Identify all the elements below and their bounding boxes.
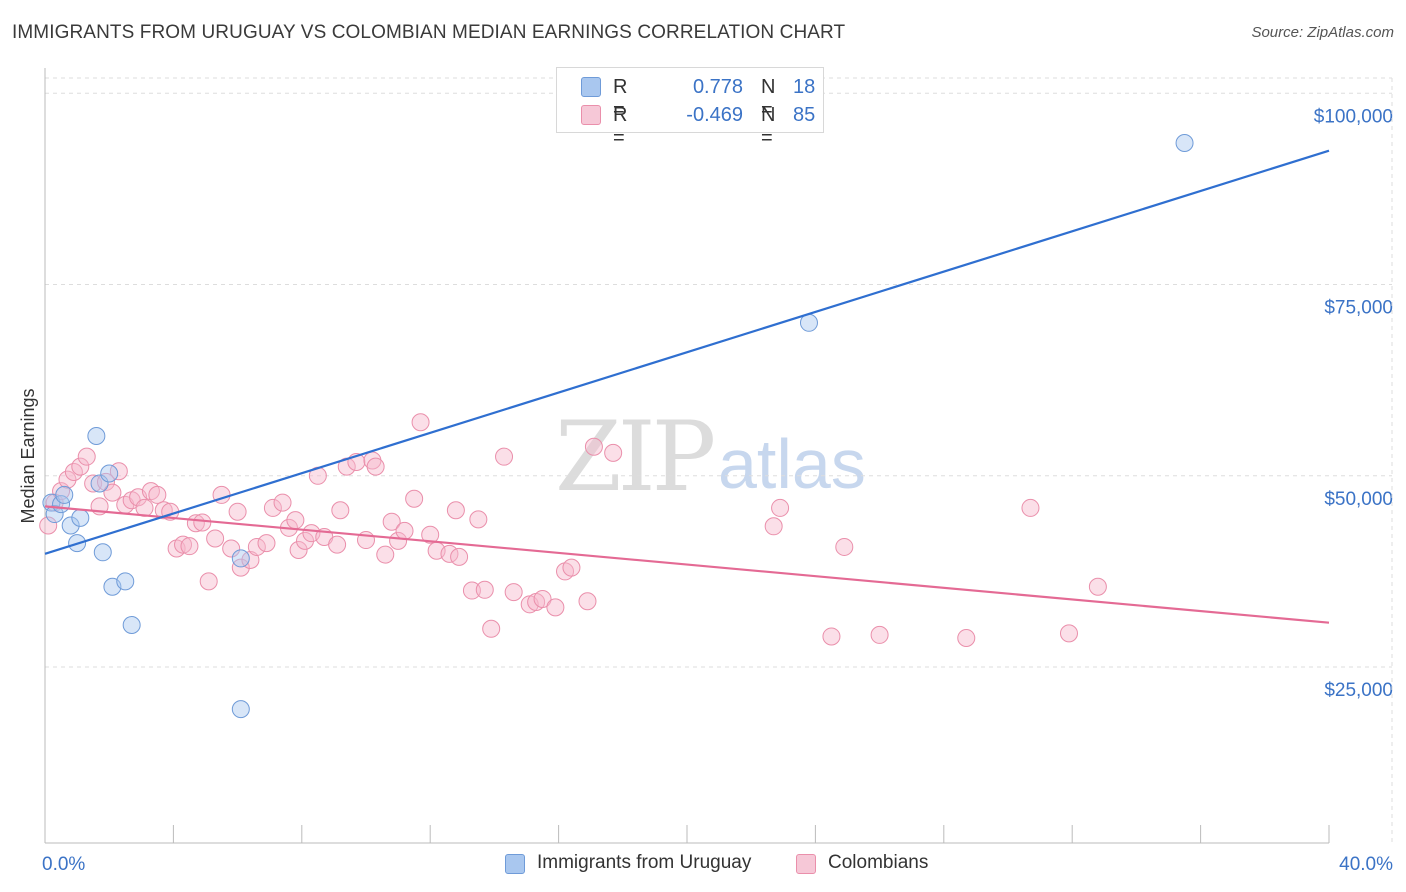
colombian-point: [180, 537, 199, 556]
colombian-point: [1088, 577, 1107, 596]
colombian-point: [469, 510, 488, 529]
r-label: R =: [613, 104, 628, 149]
colombian-point: [103, 483, 122, 502]
colombians-swatch: [581, 105, 601, 125]
chart-source: Source: ZipAtlas.com: [1251, 24, 1394, 41]
uruguay-legend-swatch: [505, 854, 525, 874]
colombian-point: [495, 447, 514, 466]
colombian-point: [764, 517, 783, 536]
colombians-legend-swatch: [796, 854, 816, 874]
colombian-point: [870, 625, 889, 644]
colombian-point: [1021, 498, 1040, 517]
y-tick-label: $50,000: [1324, 489, 1393, 510]
colombian-point: [286, 511, 305, 530]
uruguay-point: [87, 427, 106, 446]
colombian-point: [475, 580, 494, 599]
colombian-point: [533, 589, 552, 608]
colombian-point: [446, 501, 465, 520]
colombian-point: [382, 512, 401, 531]
r-value: 0.778: [692, 76, 743, 98]
colombian-point: [482, 619, 501, 638]
colombian-point: [822, 627, 841, 646]
y-tick-label: $25,000: [1324, 680, 1393, 701]
uruguay-point: [1175, 134, 1194, 153]
r-label: R =: [613, 76, 628, 121]
stats-legend: R = 0.778 N = 18 R = -0.469 N = 85: [556, 67, 824, 149]
colombian-point: [604, 443, 623, 462]
uruguay-point: [231, 700, 250, 719]
colombian-point: [273, 493, 292, 512]
uruguay-point: [100, 464, 119, 483]
colombian-point: [584, 437, 603, 456]
colombian-point: [257, 534, 276, 553]
colombian-point: [366, 457, 385, 476]
colombian-point: [421, 525, 440, 544]
colombian-trend-line: [44, 505, 1330, 624]
colombian-point: [263, 498, 282, 517]
uruguay-point: [93, 543, 112, 562]
colombian-point: [462, 581, 481, 600]
uruguay-point: [55, 485, 74, 504]
colombian-point: [199, 572, 218, 591]
colombian-point: [84, 474, 103, 493]
colombian-point: [405, 489, 424, 508]
uruguay-legend-label: Immigrants from Uruguay: [537, 852, 752, 873]
colombian-point: [289, 541, 308, 560]
watermark-atlas: atlas: [718, 425, 866, 503]
uruguay-point: [122, 615, 141, 634]
colombian-point: [174, 535, 193, 554]
colombian-point: [771, 498, 790, 517]
colombian-point: [58, 470, 77, 489]
colombian-point: [241, 550, 260, 569]
uruguay-point: [90, 474, 109, 493]
colombian-point: [296, 531, 315, 550]
colombian-point: [331, 501, 350, 520]
colombian-point: [504, 583, 523, 602]
x-tick-label-max: 40.0%: [1339, 854, 1393, 875]
colombian-point: [222, 539, 241, 558]
y-tick-label: $100,000: [1314, 106, 1393, 127]
uruguay-point: [231, 549, 250, 568]
y-tick-label: $75,000: [1324, 298, 1393, 319]
colombian-point: [231, 558, 250, 577]
uruguay-point: [71, 508, 90, 527]
colombian-point: [1059, 624, 1078, 643]
colombian-point: [835, 537, 854, 556]
r-value: -0.469: [686, 104, 743, 126]
uruguay-point: [61, 516, 80, 535]
colombian-point: [411, 413, 430, 432]
colombian-point: [328, 535, 347, 554]
uruguay-swatch: [581, 77, 601, 97]
x-tick-label-min: 0.0%: [42, 854, 85, 875]
y-axis-title: Median Earnings: [18, 388, 38, 523]
uruguay-point: [116, 572, 135, 591]
chart-title: IMMIGRANTS FROM URUGUAY VS COLOMBIAN MED…: [12, 22, 846, 43]
colombian-point: [228, 502, 247, 521]
colombian-point: [389, 531, 408, 550]
colombian-point: [206, 529, 225, 548]
colombian-point: [562, 558, 581, 577]
colombian-point: [148, 485, 167, 504]
n-value: 85: [793, 104, 816, 126]
colombian-point: [376, 545, 395, 564]
colombian-point: [395, 521, 414, 540]
colombian-point: [578, 592, 597, 611]
uruguay-point: [45, 505, 64, 524]
colombian-point: [957, 628, 976, 647]
watermark-zip: ZIP: [555, 401, 714, 513]
colombian-point: [193, 513, 212, 532]
colombian-point: [546, 598, 565, 617]
n-label: N =: [761, 104, 776, 149]
colombian-point: [440, 544, 459, 563]
colombian-point: [247, 537, 266, 556]
colombian-point: [39, 516, 58, 535]
n-label: N =: [761, 76, 776, 121]
uruguay-trend-line: [44, 149, 1330, 555]
colombian-point: [71, 457, 90, 476]
n-value: 18: [793, 76, 816, 98]
colombian-point: [77, 447, 96, 466]
colombians-legend-label: Colombians: [828, 852, 929, 873]
colombian-point: [450, 547, 469, 566]
